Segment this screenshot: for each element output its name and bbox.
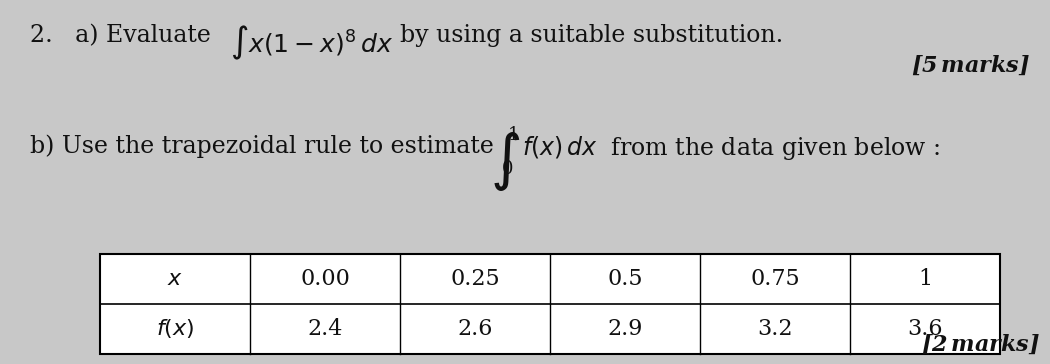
Text: 3.6: 3.6 [907, 318, 943, 340]
Text: $f(x)$: $f(x)$ [155, 317, 194, 340]
Text: 0.25: 0.25 [450, 268, 500, 290]
Text: [2$\,$marks]: [2$\,$marks] [921, 333, 1040, 356]
Text: 0.75: 0.75 [750, 268, 800, 290]
Text: 2.6: 2.6 [458, 318, 492, 340]
Text: [5$\,$marks]: [5$\,$marks] [911, 54, 1030, 78]
Text: 3.2: 3.2 [757, 318, 793, 340]
Text: 2.9: 2.9 [607, 318, 643, 340]
Text: 1: 1 [508, 126, 520, 144]
Text: 0.5: 0.5 [607, 268, 643, 290]
Text: $\int x(1-x)^{8}\,dx$: $\int x(1-x)^{8}\,dx$ [230, 24, 393, 62]
Text: $f(x)\,dx$  from the data given below :: $f(x)\,dx$ from the data given below : [522, 134, 940, 162]
Text: 1: 1 [918, 268, 932, 290]
Text: 2.   a) Evaluate: 2. a) Evaluate [30, 24, 211, 47]
Text: by using a suitable substitution.: by using a suitable substitution. [400, 24, 783, 47]
Text: 2.4: 2.4 [308, 318, 342, 340]
Text: 0.00: 0.00 [300, 268, 350, 290]
Text: 0: 0 [502, 160, 513, 178]
Text: $\int$: $\int$ [490, 129, 520, 193]
Text: b) Use the trapezoidal rule to estimate: b) Use the trapezoidal rule to estimate [30, 134, 493, 158]
Text: $x$: $x$ [167, 268, 183, 290]
Bar [100, 254, 1000, 354]
